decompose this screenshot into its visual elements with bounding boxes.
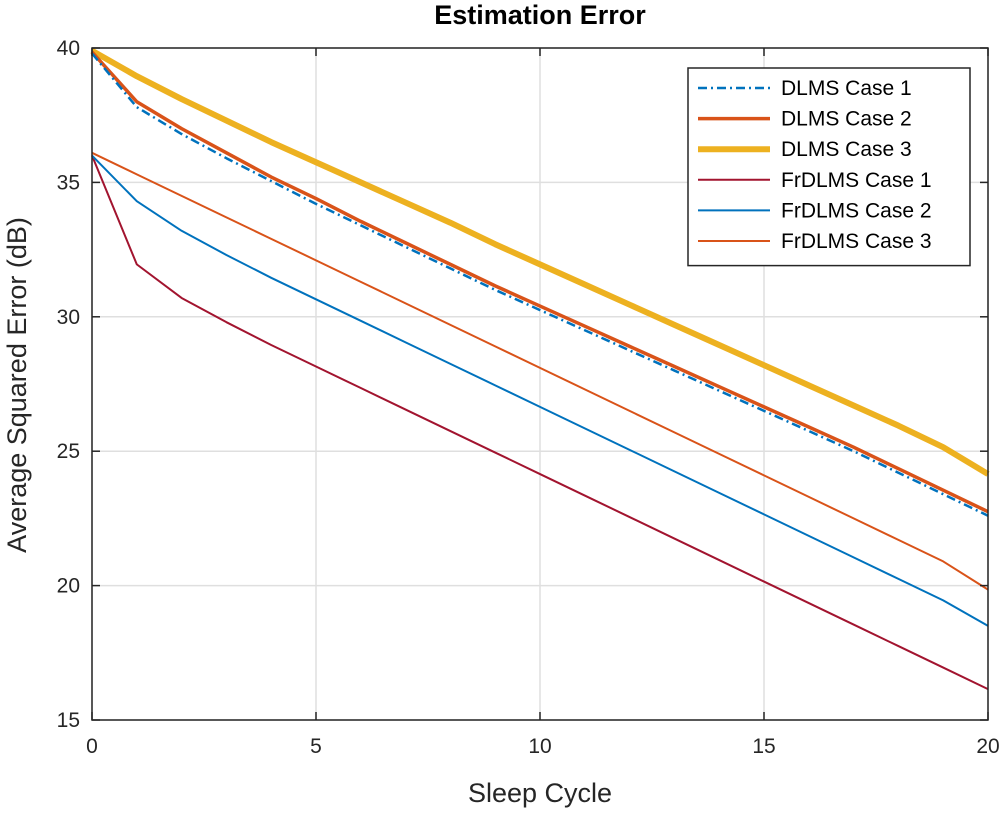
y-tick-label: 30 bbox=[57, 306, 80, 329]
x-tick-label: 5 bbox=[310, 735, 322, 758]
y-tick-label: 25 bbox=[57, 440, 80, 463]
series-line-frdlms-case-1 bbox=[91, 155, 989, 690]
legend: DLMS Case 1 DLMS Case 2 DLMS Case 3 FrDLMS … bbox=[687, 67, 971, 267]
series-line-frdlms-case-2 bbox=[91, 154, 989, 627]
series-layer bbox=[90, 48, 990, 690]
series-line-frdlms-case-3 bbox=[91, 151, 989, 591]
y-tick-label: 15 bbox=[57, 709, 80, 732]
legend-label: DLMS Case 2 bbox=[781, 108, 912, 131]
series-line-dlms-case-3 bbox=[90, 48, 990, 477]
legend-label: FrDLMS Case 1 bbox=[781, 169, 932, 192]
y-tick-label: 40 bbox=[57, 37, 80, 60]
legend-label: DLMS Case 1 bbox=[781, 77, 912, 100]
legend-label: FrDLMS Case 2 bbox=[781, 199, 932, 222]
y-tick-label: 20 bbox=[57, 575, 80, 598]
ticks: 0 5 10 15 20 15 20 25 30 35 40 bbox=[57, 37, 1000, 758]
x-tick-label: 0 bbox=[86, 735, 98, 758]
y-axis-label: Average Squared Error (dB) bbox=[2, 217, 32, 553]
legend-label: DLMS Case 3 bbox=[781, 138, 912, 161]
series-line-dlms-case-2 bbox=[90, 50, 989, 514]
chart-title: Estimation Error bbox=[434, 0, 646, 30]
legend-box bbox=[687, 67, 971, 267]
x-tick-label: 15 bbox=[752, 735, 775, 758]
series-line-dlms-case-1 bbox=[91, 52, 989, 517]
legend-label: FrDLMS Case 3 bbox=[781, 230, 932, 253]
x-axis-label: Sleep Cycle bbox=[468, 778, 612, 808]
y-tick-label: 35 bbox=[57, 171, 80, 194]
x-tick-label: 10 bbox=[528, 735, 551, 758]
x-tick-label: 20 bbox=[976, 735, 999, 758]
